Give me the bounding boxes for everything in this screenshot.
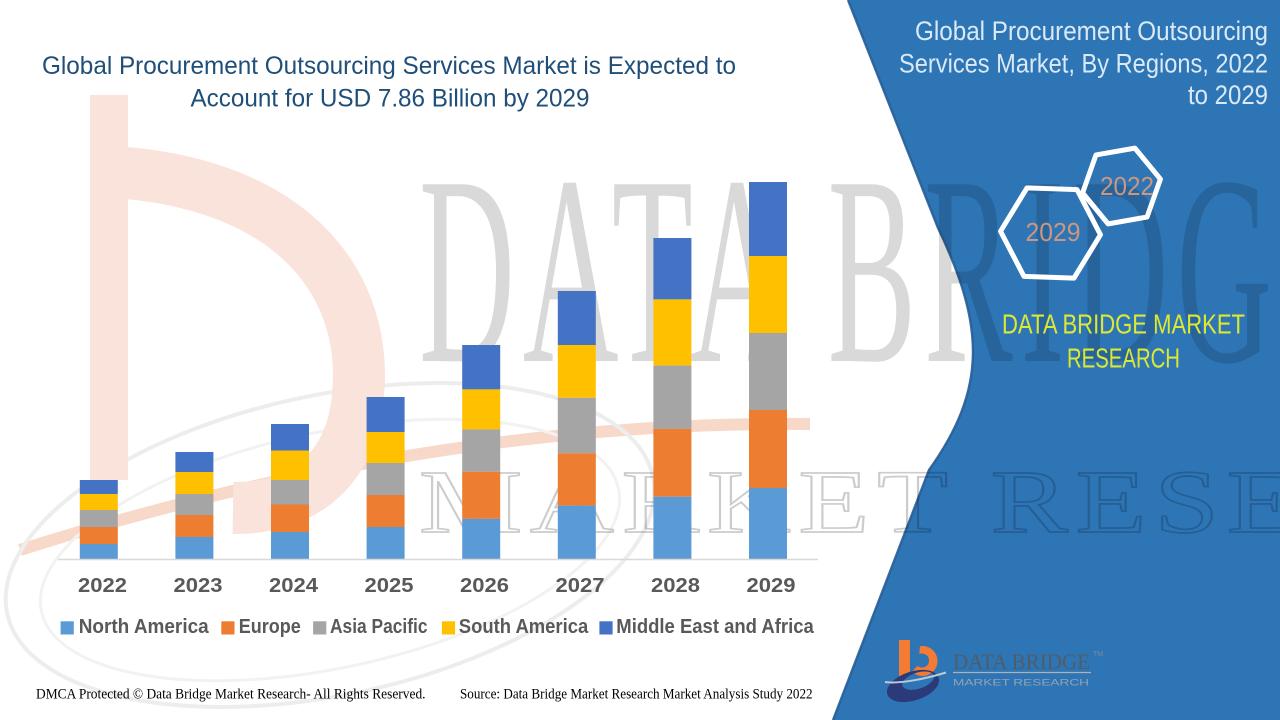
svg-text:TM: TM	[1093, 651, 1103, 658]
svg-text:DMCA Protected © Data Bridge M: DMCA Protected © Data Bridge Market Rese…	[36, 687, 426, 703]
svg-text:Europe: Europe	[239, 616, 301, 638]
svg-text:2022: 2022	[78, 575, 127, 597]
svg-text:RESEARCH: RESEARCH	[1067, 343, 1180, 374]
svg-text:2025: 2025	[365, 575, 414, 597]
svg-text:MARKET RESEARCH: MARKET RESEARCH	[953, 678, 1089, 689]
svg-text:Account for USD 7.86 Billion b: Account for USD 7.86 Billion by 2029	[191, 85, 590, 113]
svg-text:2026: 2026	[460, 575, 509, 597]
svg-text:to 2029: to 2029	[1188, 80, 1268, 110]
svg-text:2023: 2023	[174, 575, 223, 597]
svg-text:Middle East and Africa: Middle East and Africa	[616, 616, 814, 638]
svg-text:Global Procurement Outsourcing: Global Procurement Outsourcing	[915, 16, 1268, 46]
svg-text:2024: 2024	[269, 575, 319, 597]
svg-text:Global Procurement Outsourcing: Global Procurement Outsourcing Services …	[42, 52, 736, 80]
svg-text:Source: Data Bridge Market Res: Source: Data Bridge Market Research Mark…	[460, 687, 813, 703]
svg-text:2029: 2029	[1026, 217, 1081, 247]
svg-text:2022: 2022	[1100, 171, 1154, 201]
svg-text:Services Market, By Regions, 2: Services Market, By Regions, 2022	[899, 49, 1268, 79]
svg-text:2028: 2028	[651, 575, 700, 597]
svg-text:DATA BRIDGE: DATA BRIDGE	[953, 649, 1090, 674]
svg-text:South America: South America	[459, 616, 589, 638]
svg-text:MARKET RESEARCH: MARKET RESEARCH	[419, 453, 1280, 552]
svg-text:2029: 2029	[747, 575, 796, 597]
svg-text:2027: 2027	[556, 575, 605, 597]
svg-text:Asia Pacific: Asia Pacific	[330, 616, 428, 638]
svg-text:DATA BRIDGE MARKET: DATA BRIDGE MARKET	[1002, 309, 1245, 340]
svg-text:North America: North America	[79, 616, 210, 638]
